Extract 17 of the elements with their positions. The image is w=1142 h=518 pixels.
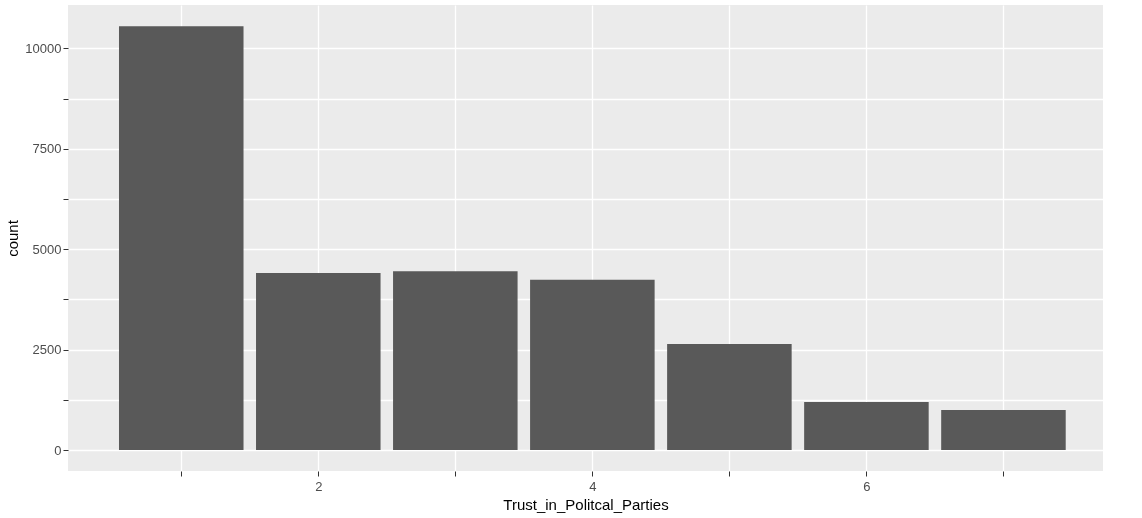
y-tick-label: 7500 [32, 141, 62, 157]
bar [667, 344, 792, 451]
bar [941, 409, 1066, 451]
y-tick-label: 2500 [32, 342, 62, 358]
bar [804, 401, 929, 451]
y-tick-label: 0 [54, 442, 62, 458]
x-tick-label: 2 [315, 478, 323, 494]
y-axis-title: count [4, 219, 22, 257]
bar [118, 26, 244, 451]
x-tick-label: 4 [589, 478, 597, 494]
bar [393, 271, 518, 451]
bar [530, 279, 655, 451]
x-axis-title: Trust_in_Politcal_Parties [503, 495, 669, 513]
y-tick-label: 10000 [25, 40, 62, 56]
x-tick-label: 6 [863, 478, 871, 494]
y-tick-label: 5000 [32, 241, 62, 257]
bar [256, 272, 381, 451]
